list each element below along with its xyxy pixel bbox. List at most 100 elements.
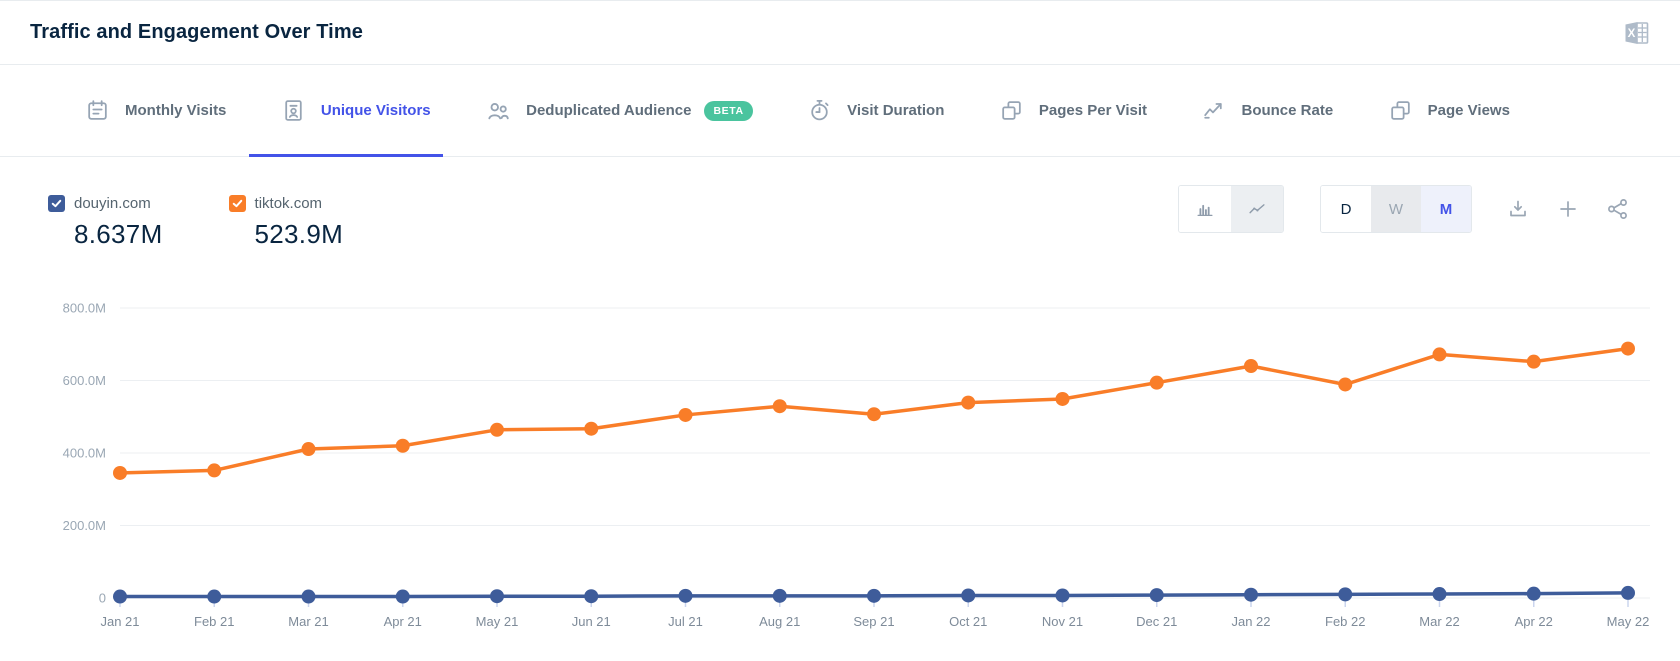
legend-item-douyin: douyin.com 8.637M — [48, 195, 163, 250]
traffic-over-time-chart[interactable]: 800.0M 600.0M 400.0M 200.0M 0 Jan 21 Feb 21 Mar… — [0, 269, 1680, 649]
data-point-tiktok.com — [490, 422, 504, 437]
data-point-douyin.com — [678, 588, 693, 603]
legend-item-tiktok: tiktok.com 523.9M — [228, 195, 344, 250]
x-axis-tick-label: May 22 — [1607, 614, 1650, 629]
share-icon — [1608, 199, 1627, 219]
y-axis-tick-label: 800.0M — [63, 301, 106, 316]
y-axis-tick-label: 0 — [99, 591, 106, 606]
download-icon — [1510, 200, 1526, 217]
x-axis-tick-label: Jan 22 — [1231, 614, 1270, 629]
x-axis-tick-label: Dec 21 — [1136, 614, 1177, 629]
line-chart-icon — [1249, 204, 1265, 214]
data-point-douyin.com — [772, 588, 787, 603]
traffic-chart-area: 800.0M 600.0M 400.0M 200.0M 0 Jan 21 Feb 21 Mar… — [0, 269, 1680, 649]
tab-label: Unique Visitors — [320, 102, 431, 119]
x-axis-tick-label: Nov 21 — [1042, 614, 1083, 629]
granularity-weekly-button[interactable]: W — [1371, 186, 1421, 232]
legend-domain: douyin.com — [74, 195, 151, 212]
tab-label: Visit Duration — [847, 102, 945, 119]
tab-page-views[interactable]: Page Views — [1388, 65, 1510, 156]
metric-tabbar: Monthly Visits Unique Visitors Deduplica… — [0, 65, 1680, 157]
data-point-tiktok.com — [772, 399, 787, 414]
bar-chart-icon — [1197, 204, 1213, 217]
data-point-tiktok.com — [1149, 375, 1164, 390]
data-point-douyin.com — [1621, 585, 1635, 600]
check-icon — [232, 199, 242, 208]
data-point-douyin.com — [1149, 588, 1164, 603]
data-point-douyin.com — [395, 589, 410, 604]
x-axis-tick-label: Mar 22 — [1419, 614, 1459, 629]
excel-icon: X — [1625, 21, 1649, 44]
people-icon — [488, 102, 509, 119]
y-axis-tick-label: 200.0M — [63, 518, 106, 533]
chart-controls: D W M — [1178, 185, 1630, 233]
x-axis-tick-label: Jan 21 — [100, 614, 139, 629]
tab-label: Monthly Visits — [125, 102, 227, 119]
granularity-daily-button[interactable]: D — [1321, 186, 1371, 232]
data-point-douyin.com — [113, 589, 127, 604]
x-axis-tick-label: Jun 21 — [572, 614, 611, 629]
y-axis-tick-label: 400.0M — [63, 446, 106, 461]
chart-action-icons — [1506, 197, 1630, 221]
data-point-tiktok.com — [1244, 359, 1258, 373]
download-button[interactable] — [1506, 197, 1530, 221]
x-axis-tick-label: Feb 22 — [1325, 614, 1365, 629]
data-point-douyin.com — [584, 589, 599, 604]
data-point-tiktok.com — [1432, 347, 1447, 362]
plus-icon — [1560, 201, 1576, 217]
x-axis-tick-label: Mar 21 — [288, 614, 328, 629]
granularity-toggle: D W M — [1320, 185, 1472, 233]
tab-label: Deduplicated Audience — [526, 102, 692, 119]
trend-arrow-icon — [1204, 103, 1223, 119]
tab-unique-visitors[interactable]: Unique Visitors — [248, 65, 443, 157]
legend-checkbox-douyin[interactable] — [48, 195, 65, 212]
x-axis-tick-label: May 21 — [476, 614, 519, 629]
pages-icon — [1390, 101, 1410, 120]
tab-monthly-visits[interactable]: Monthly Visits — [85, 65, 226, 156]
x-axis-tick-label: Sep 21 — [853, 614, 894, 629]
data-point-tiktok.com — [1055, 391, 1070, 406]
line-chart-button[interactable] — [1231, 186, 1283, 232]
x-axis-tick-label: Apr 22 — [1515, 614, 1553, 629]
card-header: Traffic and Engagement Over Time X — [0, 1, 1680, 65]
x-axis-tick-label: Jul 21 — [668, 614, 703, 629]
data-point-tiktok.com — [1621, 341, 1635, 356]
svg-text:X: X — [1628, 28, 1636, 40]
data-point-douyin.com — [961, 588, 976, 603]
data-point-tiktok.com — [1338, 377, 1353, 392]
data-point-douyin.com — [1244, 587, 1258, 602]
data-point-douyin.com — [207, 589, 222, 604]
pages-icon — [1002, 101, 1021, 120]
x-axis-tick-label: Feb 21 — [194, 614, 234, 629]
tab-pages-per-visit[interactable]: Pages Per Visit — [999, 65, 1147, 156]
id-card-icon — [285, 100, 302, 121]
beta-badge: BETA — [704, 100, 753, 121]
data-point-tiktok.com — [207, 463, 222, 478]
stopwatch-icon — [811, 100, 829, 121]
tab-visit-duration[interactable]: Visit Duration — [807, 65, 944, 156]
data-point-tiktok.com — [584, 421, 599, 436]
page-title: Traffic and Engagement Over Time — [30, 21, 363, 43]
tab-bounce-rate[interactable]: Bounce Rate — [1201, 65, 1333, 156]
add-button[interactable] — [1556, 197, 1580, 221]
chart-type-toggle — [1178, 185, 1284, 233]
bar-chart-button[interactable] — [1179, 186, 1231, 232]
legend-domain: tiktok.com — [254, 195, 323, 212]
data-point-douyin.com — [490, 589, 504, 604]
legend-and-controls: douyin.com 8.637M tiktok.com 523.9M — [0, 157, 1680, 250]
x-axis-tick-label: Apr 21 — [384, 614, 422, 629]
calendar-icon — [88, 100, 107, 120]
export-excel-button[interactable]: X — [1623, 19, 1650, 47]
x-axis-tick-label: Aug 21 — [759, 614, 800, 629]
legend-checkbox-tiktok[interactable] — [228, 195, 246, 212]
data-point-douyin.com — [1526, 586, 1541, 601]
share-button[interactable] — [1606, 197, 1630, 221]
data-point-douyin.com — [1432, 587, 1447, 602]
data-point-tiktok.com — [395, 438, 410, 453]
granularity-monthly-button[interactable]: M — [1421, 186, 1471, 232]
data-point-douyin.com — [867, 588, 881, 603]
data-point-tiktok.com — [961, 395, 976, 410]
tab-deduplicated-audience[interactable]: Deduplicated Audience BETA — [485, 65, 753, 156]
data-point-douyin.com — [1338, 587, 1353, 602]
legend-value-douyin: 8.637M — [74, 219, 163, 249]
